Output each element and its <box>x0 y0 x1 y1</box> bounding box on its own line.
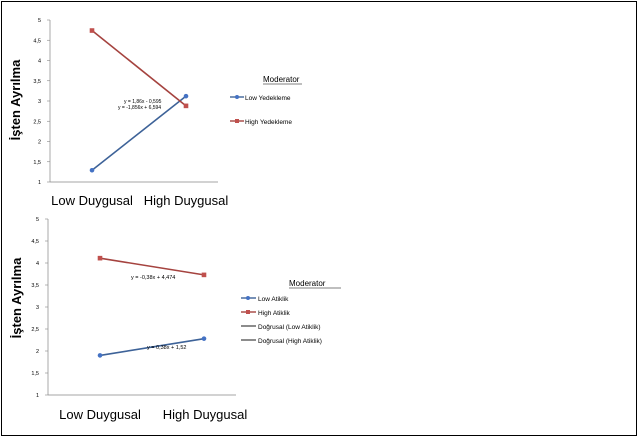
chart-1-annotation-low: y = 1,86x - 0,595 <box>124 99 162 105</box>
chart-2-x-tick-label-low: Low Duygusal <box>59 407 141 422</box>
chart-2-legend-label-low: Low Atiklik <box>258 296 289 303</box>
chart-2-legend-trend-label-high: Doğrusal (High Atiklik) <box>258 338 322 345</box>
y-tick-label: 5 <box>38 18 41 24</box>
data-point-low <box>183 93 189 99</box>
series-line-high <box>91 29 187 107</box>
y-tick-label: 3 <box>38 99 41 105</box>
y-tick-label: 2 <box>36 349 39 355</box>
chart-2-legend: Moderator Low Atiklik High Atiklik Doğru… <box>241 279 341 345</box>
data-point-low <box>97 353 103 358</box>
y-tick-label: 2,5 <box>33 119 41 125</box>
y-tick-label: 2 <box>38 140 41 146</box>
y-tick-label: 3,5 <box>33 79 41 85</box>
data-point-low <box>89 167 95 173</box>
chart-2-legend-title: Moderator <box>289 279 326 288</box>
data-point-high <box>183 103 189 109</box>
chart-2-x-axis <box>47 219 236 396</box>
chart-1-ylabel: İşten Ayrılma <box>8 59 23 140</box>
chart-2-legend-marker-low <box>246 296 250 300</box>
y-tick-label: 1 <box>36 393 39 399</box>
chart-1-x-tick-label-high: High Duygusal <box>144 193 229 208</box>
chart-1-x-axis <box>49 20 218 183</box>
chart-2: İşten Ayrılma 1 1,5 2 2,5 3 3,5 4 4,5 5 Low Duyg… <box>9 217 341 422</box>
y-tick-label: 4,5 <box>33 38 41 44</box>
y-tick-label: 4 <box>36 261 39 267</box>
chart-1-x-tick-label-low: Low Duygusal <box>51 193 133 208</box>
series-line-low <box>91 95 187 171</box>
chart-1-legend-title: Moderator <box>263 75 300 84</box>
data-point-low <box>201 336 207 341</box>
data-point-high <box>97 255 103 261</box>
series-line-high <box>99 257 205 276</box>
chart-2-legend-trend-label-low: Doğrusal (Low Atiklik) <box>258 324 321 331</box>
chart-1-legend-label-low: Low Yedekleme <box>245 95 291 102</box>
y-tick-label: 2,5 <box>31 327 39 333</box>
y-tick-label: 3,5 <box>31 283 39 289</box>
y-tick-label: 1,5 <box>33 160 41 166</box>
chart-2-ylabel: İşten Ayrılma <box>9 257 24 338</box>
chart-2-legend-label-high: High Atiklik <box>258 310 291 317</box>
y-tick-label: 4,5 <box>31 239 39 245</box>
chart-2-x-tick-label-high: High Duygusal <box>163 407 248 422</box>
y-tick-label: 4 <box>38 59 41 65</box>
chart-1-y-tick-labels: 1 1,5 2 2,5 3 3,5 4 4,5 5 <box>33 18 50 186</box>
chart-1-series <box>89 28 189 173</box>
chart-1-legend-marker-high <box>235 119 239 123</box>
chart-1-legend-marker-low <box>235 95 239 99</box>
y-tick-label: 3 <box>36 305 39 311</box>
y-tick-label: 1,5 <box>31 371 39 377</box>
chart-1-legend: Moderator Low Yedekleme High Yedekleme <box>230 75 302 126</box>
chart-1: İşten Ayrılma 1 1,5 2 2,5 3 3,5 4 4,5 5 Low Duyg… <box>8 18 302 208</box>
chart-2-annotation-low: y = 0,38x + 1,52 <box>147 345 186 351</box>
y-tick-label: 1 <box>38 180 41 186</box>
chart-2-annotation-high: y = -0,38x + 4,474 <box>131 275 175 281</box>
chart-2-legend-marker-high <box>246 310 250 314</box>
data-point-high <box>89 28 95 33</box>
y-tick-label: 5 <box>36 217 39 223</box>
series-line-low <box>99 337 205 357</box>
data-point-high <box>201 272 207 278</box>
chart-1-legend-label-high: High Yedekleme <box>245 119 292 126</box>
chart-2-y-tick-labels: 1 1,5 2 2,5 3 3,5 4 4,5 5 <box>31 217 48 399</box>
chart-2-series <box>97 255 207 358</box>
chart-1-annotation-high: y = -1,856x + 6,594 <box>118 105 161 111</box>
